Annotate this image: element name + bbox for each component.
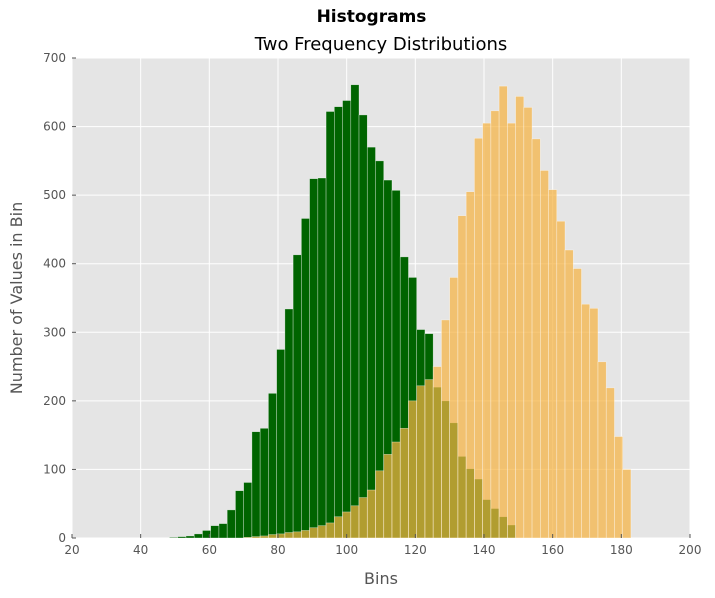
histogram-bar (589, 307, 599, 539)
x-tick-label: 80 (270, 543, 285, 557)
histogram-bar (358, 497, 368, 539)
histogram-bar (465, 191, 475, 539)
histogram-bar (268, 534, 277, 539)
histogram-bar (572, 268, 582, 539)
y-tick-label: 500 (43, 188, 66, 202)
axes: 20 40 60 80 100 120 140 160 180 200 0 100 200 300 400 5… (43, 51, 701, 557)
x-tick-label: 120 (404, 543, 427, 557)
histogram-bar (235, 490, 244, 539)
y-tick-label: 400 (43, 257, 66, 271)
y-tick-label: 300 (43, 325, 66, 339)
histogram-bar (325, 522, 335, 539)
histogram-bar (350, 505, 360, 539)
histogram-bar (210, 525, 220, 539)
histogram-bar (523, 107, 533, 539)
histogram-bar (366, 489, 376, 539)
histogram-bar (317, 177, 327, 539)
histogram-bar (243, 482, 253, 539)
histogram-bar (169, 537, 179, 539)
y-tick-label: 200 (43, 394, 66, 408)
y-axis-label: Number of Values in Bin (7, 202, 26, 394)
histogram-bar (515, 96, 525, 539)
histogram-bar (540, 170, 549, 539)
histogram-bar (243, 537, 253, 539)
histogram-bar (350, 84, 360, 539)
x-tick-label: 40 (133, 543, 148, 557)
histogram-bar (622, 469, 632, 539)
histogram-bar (301, 530, 310, 539)
histogram-bar (301, 218, 310, 539)
histogram-bar (259, 427, 269, 539)
histogram-bar (284, 308, 294, 539)
histogram-bar (309, 527, 319, 539)
histogram-bar (597, 361, 607, 539)
histogram-bar (334, 516, 343, 539)
histogram-bar (441, 319, 450, 539)
y-tick-label: 600 (43, 120, 66, 134)
y-tick-label: 700 (43, 51, 66, 65)
histogram-bar (531, 138, 541, 539)
histogram-bar (268, 393, 277, 539)
histogram-bar (226, 509, 236, 539)
x-tick-label: 60 (202, 543, 217, 557)
histogram-bar (292, 254, 302, 539)
histogram-bar (474, 137, 483, 539)
histogram-bar (548, 189, 558, 539)
x-tick-label: 100 (335, 543, 358, 557)
histogram-bar (391, 441, 401, 539)
chart-title: Two Frequency Distributions (254, 34, 508, 55)
x-tick-label: 160 (541, 543, 564, 557)
x-tick-label: 180 (610, 543, 633, 557)
histogram-bar (218, 523, 228, 539)
histogram-bar (185, 535, 195, 539)
histogram-bar (482, 122, 492, 539)
histogram-bar (276, 349, 286, 539)
histogram-bar (284, 532, 294, 539)
y-tick-label: 100 (43, 462, 66, 476)
histogram-bar (498, 85, 508, 539)
x-tick-label: 200 (679, 543, 702, 557)
histogram-bar (325, 111, 335, 539)
histogram-bar (358, 114, 368, 539)
y-tick-label: 0 (58, 531, 66, 545)
histogram-bar (449, 277, 459, 539)
histogram-bars (169, 84, 632, 539)
histogram-bar (416, 385, 426, 539)
histogram-bar (309, 178, 319, 539)
figure-suptitle: Histograms (316, 7, 427, 27)
histogram-bar (490, 110, 500, 539)
histogram-bar (564, 249, 574, 539)
x-tick-label: 140 (473, 543, 496, 557)
histogram-bar (383, 454, 393, 539)
histogram-bar (177, 536, 187, 539)
histogram-bar (556, 220, 566, 539)
histogram-bar (507, 122, 516, 539)
x-axis-label: Bins (364, 569, 398, 588)
histogram-bar (251, 431, 261, 539)
histogram-bar (342, 100, 352, 539)
histogram-bar (193, 533, 203, 539)
histogram-bar (292, 531, 302, 539)
histogram-bar (366, 146, 376, 539)
histogram-bar (334, 106, 343, 539)
histogram-bar (432, 366, 442, 539)
x-tick-label: 20 (64, 543, 79, 557)
histogram-bar (457, 215, 467, 539)
histogram-bar (614, 436, 624, 539)
histogram-bar (251, 536, 261, 539)
histogram-bar (399, 427, 409, 539)
histogram-bar (424, 379, 434, 539)
series-2 (243, 85, 632, 539)
histogram-bar (408, 400, 418, 539)
histogram-bar (259, 535, 269, 539)
histogram-bar (581, 303, 591, 539)
histogram-bar (375, 470, 385, 539)
histogram-bar (317, 525, 327, 539)
histogram-bar (605, 387, 615, 539)
